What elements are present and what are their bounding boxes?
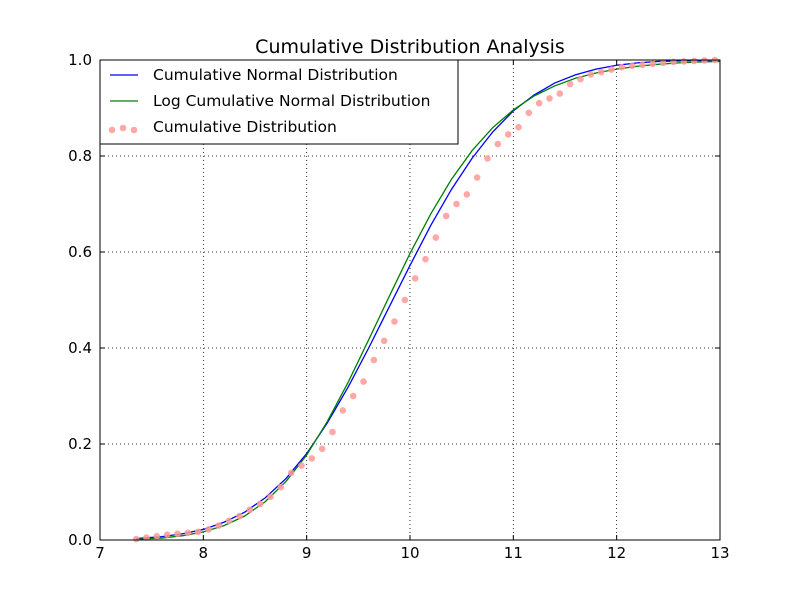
scatter-point <box>298 462 305 469</box>
scatter-point <box>174 530 181 538</box>
scatter-point <box>380 337 388 345</box>
scatter-point <box>163 531 171 539</box>
scatter-point <box>577 75 584 83</box>
scatter-point <box>463 191 471 198</box>
y-tick-label: 0.4 <box>68 339 92 357</box>
scatter-point <box>546 95 553 102</box>
scatter-point <box>236 512 243 520</box>
scatter-point <box>587 71 595 78</box>
legend-box <box>99 59 459 145</box>
x-tick-label: 7 <box>95 544 105 562</box>
scatter-point <box>535 99 543 107</box>
x-tick-label: 9 <box>302 544 312 562</box>
scatter-point <box>308 455 316 462</box>
x-tick-label: 10 <box>400 544 419 562</box>
legend-label: Cumulative Distribution <box>153 118 337 136</box>
scatter-point <box>205 526 212 533</box>
scatter-point <box>153 532 161 540</box>
scatter-point <box>349 392 357 400</box>
scatter-point <box>525 109 533 117</box>
axis-ticks: 7 8 9 10 11 12 13 0.0 0.2 0.4 0.6 0.8 1.0 <box>68 51 729 562</box>
scatter-point <box>401 296 409 304</box>
scatter-point <box>277 483 285 491</box>
scatter-point <box>184 529 192 537</box>
scatter-point <box>256 500 264 508</box>
scatter-point <box>597 68 605 76</box>
legend: Cumulative Normal Distribution Log Cumula… <box>99 59 459 145</box>
scatter-point <box>649 60 657 68</box>
y-tick-label: 0.0 <box>68 531 92 549</box>
scatter-point <box>432 234 440 241</box>
y-tick-label: 0.8 <box>68 147 92 165</box>
scatter-point <box>618 63 626 71</box>
scatter-point <box>422 255 429 263</box>
scatter-point <box>566 80 574 88</box>
scatter-point <box>680 58 688 65</box>
scatter-point <box>339 407 347 414</box>
scatter-point <box>484 155 491 162</box>
scatter-point <box>194 528 202 536</box>
scatter-point <box>556 90 564 97</box>
series-layer <box>132 56 721 543</box>
chart-title: Cumulative Distribution Analysis <box>255 36 565 58</box>
scatter-point <box>246 506 254 514</box>
scatter-point <box>391 318 398 325</box>
scatter-point <box>494 140 502 148</box>
legend-marker <box>130 126 138 134</box>
scatter-point <box>473 174 481 181</box>
legend-marker <box>119 124 127 132</box>
scatter-series-points <box>132 56 719 543</box>
scatter-point <box>360 378 367 385</box>
scatter-point <box>453 200 460 208</box>
scatter-point <box>215 522 223 529</box>
scatter-point <box>442 212 450 220</box>
scatter-point <box>628 62 636 70</box>
scatter-point <box>690 57 698 65</box>
x-tick-label: 8 <box>199 544 209 562</box>
scatter-point <box>370 356 378 364</box>
legend-label: Log Cumulative Normal Distribution <box>153 92 430 110</box>
scatter-point <box>504 131 512 138</box>
scatter-point <box>267 493 274 501</box>
scatter-point <box>659 59 667 67</box>
y-tick-label: 1.0 <box>68 51 92 69</box>
x-tick-label: 13 <box>710 544 729 562</box>
scatter-point <box>143 534 150 541</box>
scatter-point <box>639 61 646 69</box>
scatter-point <box>318 445 326 453</box>
y-tick-label: 0.6 <box>68 243 92 261</box>
scatter-point <box>411 275 419 282</box>
scatter-point <box>287 469 295 477</box>
legend-marker <box>108 126 116 134</box>
scatter-point <box>608 66 615 73</box>
x-tick-label: 12 <box>607 544 626 562</box>
legend-label: Cumulative Normal Distribution <box>153 66 398 84</box>
scatter-point <box>132 535 140 543</box>
x-tick-label: 11 <box>504 544 523 562</box>
scatter-point <box>329 428 336 436</box>
scatter-point <box>225 517 233 525</box>
y-tick-label: 0.2 <box>68 435 92 453</box>
scatter-point <box>515 123 522 131</box>
